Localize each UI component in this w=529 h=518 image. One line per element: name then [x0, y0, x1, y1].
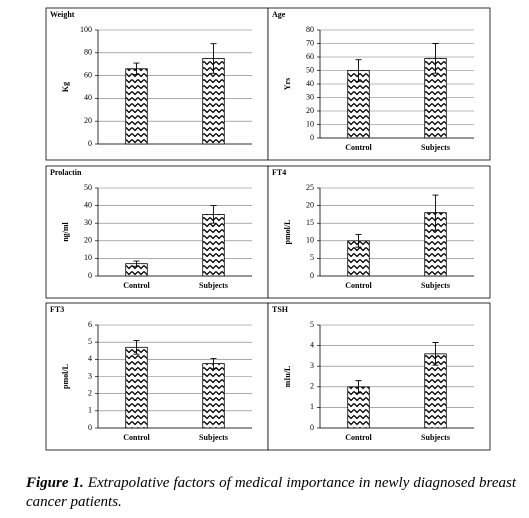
y-tick-label: 5 [88, 337, 92, 346]
error-bar [432, 194, 439, 231]
y-tick-label: 100 [80, 25, 92, 34]
y-tick-label: 10 [84, 253, 92, 262]
y-tick-label: 0 [88, 139, 92, 148]
y-tick-label: 15 [306, 218, 314, 227]
y-tick-label: 0 [310, 423, 314, 432]
x-tick-label: Subjects [421, 281, 450, 290]
y-tick-label: 3 [310, 361, 314, 370]
bar [125, 346, 148, 429]
y-tick-label: 10 [306, 119, 314, 128]
x-tick-label: Control [123, 281, 150, 290]
y-tick-label: 3 [88, 371, 92, 380]
x-tick-label: Control [345, 433, 372, 442]
x-tick-label: Subjects [199, 281, 228, 290]
y-axis-label: mIu/L [283, 366, 292, 388]
panel-border [267, 302, 491, 451]
y-tick-label: 10 [306, 236, 314, 245]
y-tick-label: 50 [306, 65, 314, 74]
bar [125, 68, 148, 145]
y-tick-label: 5 [310, 320, 314, 329]
y-tick-label: 2 [88, 388, 92, 397]
panel-title: Age [272, 10, 286, 19]
x-tick-label: Subjects [421, 433, 450, 442]
y-tick-label: 0 [88, 271, 92, 280]
x-tick-label: Subjects [421, 143, 450, 152]
error-bar [210, 43, 217, 74]
y-axis-label: Yrs [283, 78, 292, 90]
y-tick-label: 0 [88, 423, 92, 432]
y-tick-label: 25 [306, 183, 314, 192]
error-bar [432, 342, 439, 366]
panel-title: FT3 [50, 305, 64, 314]
figure: WeightKg020406080100AgeYrs01020304050607… [45, 7, 491, 451]
y-tick-label: 30 [84, 218, 92, 227]
y-tick-label: 20 [306, 106, 314, 115]
panel-border [45, 165, 269, 299]
panel-border [267, 165, 491, 299]
y-tick-label: 50 [84, 183, 92, 192]
y-tick-label: 2 [310, 382, 314, 391]
error-bar [355, 59, 362, 82]
y-tick-label: 70 [306, 38, 314, 47]
y-tick-label: 20 [84, 236, 92, 245]
x-tick-label: Control [345, 281, 372, 290]
panel-title: Weight [50, 10, 75, 19]
bar [202, 363, 225, 429]
panel-title: TSH [272, 305, 289, 314]
error-bar [133, 260, 140, 267]
panel-title: Prolactin [50, 168, 82, 177]
caption: Figure 1. Extrapolative factors of medic… [26, 474, 516, 512]
y-tick-label: 4 [88, 354, 92, 363]
panel: FT4 pmol/L 0 5 10 15 20 25 Control Subjects [267, 165, 491, 299]
y-axis-label: ng/ml [61, 221, 70, 241]
y-tick-label: 6 [88, 320, 92, 329]
y-tick-label: 40 [306, 79, 314, 88]
y-tick-label: 0 [310, 271, 314, 280]
y-tick-label: 20 [84, 116, 92, 125]
panel-title: FT4 [272, 168, 286, 177]
error-bar [133, 340, 140, 355]
y-tick-label: 40 [84, 93, 92, 102]
y-tick-label: 5 [310, 253, 314, 262]
y-axis-label: pmol/L [283, 220, 292, 245]
y-tick-label: 4 [310, 340, 314, 349]
y-tick-label: 40 [84, 200, 92, 209]
x-tick-label: Control [345, 143, 372, 152]
panel: Age Yrs 0 10 20 30 40 50 60 70 80 Control Subjects [267, 7, 491, 161]
error-bar [133, 62, 140, 75]
error-bar [355, 234, 362, 248]
panel-border [45, 7, 269, 161]
error-bar [210, 205, 217, 224]
panel: Prolactin ng/ml 0 10 20 30 40 50 Control Subjects [45, 165, 269, 299]
x-tick-label: Subjects [199, 433, 228, 442]
y-tick-label: 60 [84, 70, 92, 79]
y-tick-label: 1 [88, 406, 92, 415]
y-tick-label: 30 [306, 92, 314, 101]
y-tick-label: 80 [84, 48, 92, 57]
y-tick-label: 20 [306, 200, 314, 209]
y-axis-label: pmol/L [61, 364, 70, 389]
y-tick-label: 60 [306, 52, 314, 61]
panel: Weight Kg 0 20 40 60 80 100 [45, 7, 269, 161]
y-axis-label: Kg [61, 82, 70, 92]
error-bar [355, 380, 362, 394]
x-tick-label: Control [123, 433, 150, 442]
error-bar [432, 43, 439, 74]
y-tick-label: 1 [310, 402, 314, 411]
caption-label: Figure 1. [26, 475, 84, 491]
y-tick-label: 80 [306, 25, 314, 34]
panel: TSH mIu/L 0 1 2 3 4 5 Control Subjects [267, 302, 491, 451]
panel: FT3 pmol/L 0 1 2 3 4 5 6 Control Subjects [45, 302, 269, 451]
error-bar [210, 358, 217, 370]
y-tick-label: 0 [310, 133, 314, 142]
caption-text: Extrapolative factors of medical importa… [26, 475, 517, 510]
